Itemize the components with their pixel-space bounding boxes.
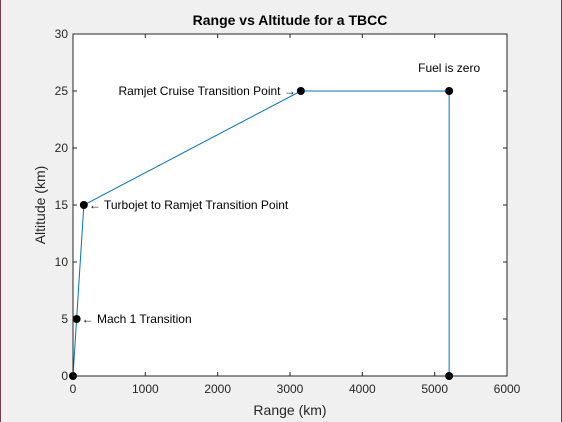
annotation: Ramjet Cruise Transition Point → <box>118 84 295 98</box>
data-point <box>73 315 81 323</box>
data-point <box>80 201 88 209</box>
y-tick-label: 25 <box>55 84 69 98</box>
annotation: ← Mach 1 Transition <box>82 312 192 326</box>
data-point <box>445 87 453 95</box>
y-tick-label: 30 <box>55 27 69 41</box>
y-tick-label: 20 <box>55 141 69 155</box>
x-tick-label: 6000 <box>494 382 521 396</box>
x-tick-label: 1000 <box>132 382 159 396</box>
y-tick-label: 15 <box>55 198 69 212</box>
x-tick-label: 5000 <box>421 382 448 396</box>
data-point <box>297 87 305 95</box>
y-tick-label: 5 <box>61 312 68 326</box>
y-axis-label: Altitude (km) <box>32 166 48 245</box>
annotation: Fuel is zero <box>418 61 480 75</box>
x-tick-label: 4000 <box>349 382 376 396</box>
y-tick-label: 0 <box>61 369 68 383</box>
x-axis-label: Range (km) <box>253 402 326 418</box>
x-tick-label: 2000 <box>204 382 231 396</box>
x-tick-label: 0 <box>70 382 77 396</box>
x-tick-label: 3000 <box>277 382 304 396</box>
chart-title: Range vs Altitude for a TBCC <box>193 12 388 28</box>
annotation: ← Turbojet to Ramjet Transition Point <box>89 198 289 212</box>
y-tick-label: 10 <box>55 255 69 269</box>
